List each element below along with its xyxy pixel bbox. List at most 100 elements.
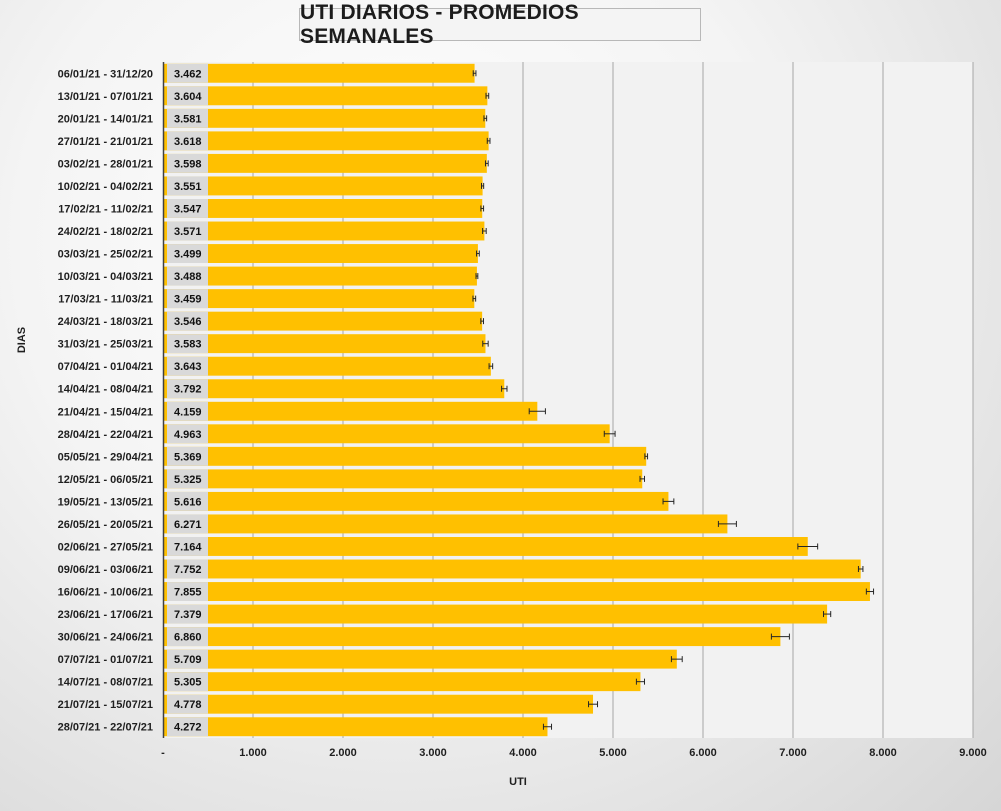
category-label: 10/02/21 - 04/02/21 <box>58 181 153 193</box>
bar <box>163 627 781 647</box>
data-label: 3.546 <box>174 316 202 328</box>
x-tick-label: 3.000 <box>419 747 447 759</box>
data-label-box <box>167 131 208 151</box>
category-label: 09/06/21 - 03/06/21 <box>58 564 153 576</box>
bar <box>163 694 594 714</box>
data-label-box <box>167 672 208 692</box>
bar <box>163 63 475 83</box>
x-tick-label: 4.000 <box>509 747 537 759</box>
data-label: 3.499 <box>174 249 202 261</box>
bar <box>163 424 610 444</box>
data-label: 6.860 <box>174 632 202 644</box>
bar <box>163 582 870 601</box>
data-label: 3.618 <box>174 136 202 148</box>
category-label: 27/01/21 - 21/01/21 <box>58 136 153 148</box>
data-label: 3.643 <box>174 361 202 373</box>
x-tick-label: 6.000 <box>689 747 717 759</box>
data-label-box <box>167 153 208 173</box>
bar <box>163 401 538 421</box>
data-label-box <box>167 694 208 714</box>
data-label: 3.598 <box>174 158 202 170</box>
bar <box>163 446 647 466</box>
x-tick-label: 1.000 <box>239 747 267 759</box>
category-label: 12/05/21 - 06/05/21 <box>58 474 153 486</box>
data-label-box <box>167 627 208 647</box>
data-label-box <box>167 311 208 331</box>
data-label: 3.547 <box>174 203 202 215</box>
data-label: 3.462 <box>174 68 202 80</box>
data-label: 5.616 <box>174 496 202 508</box>
bar <box>163 153 487 173</box>
bar <box>163 311 483 331</box>
category-label: 20/01/21 - 14/01/21 <box>58 113 153 125</box>
category-label: 06/01/21 - 31/12/20 <box>58 68 153 80</box>
category-label: 24/02/21 - 18/02/21 <box>58 226 153 238</box>
data-label: 7.752 <box>174 564 202 576</box>
data-label: 4.963 <box>174 429 202 441</box>
bar <box>163 244 478 263</box>
data-label-box <box>167 108 208 128</box>
category-label: 23/06/21 - 17/06/21 <box>58 609 153 621</box>
data-label-box <box>167 446 208 466</box>
plot-area <box>163 62 973 738</box>
category-label: 28/04/21 - 22/04/21 <box>58 429 153 441</box>
category-label: 07/07/21 - 01/07/21 <box>58 654 153 666</box>
data-label-box <box>167 537 208 556</box>
category-label: 02/06/21 - 27/05/21 <box>58 541 153 553</box>
bar <box>163 672 641 692</box>
category-label: 17/02/21 - 11/02/21 <box>58 203 153 215</box>
data-label-box <box>167 379 208 399</box>
data-label: 5.305 <box>174 677 202 689</box>
data-label: 3.459 <box>174 294 202 306</box>
x-tick-label: 8.000 <box>869 747 897 759</box>
bar <box>163 604 828 624</box>
data-label-box <box>167 63 208 83</box>
data-label-box <box>167 86 208 106</box>
bar <box>163 379 505 399</box>
category-label: 13/01/21 - 07/01/21 <box>58 91 153 103</box>
data-label: 3.571 <box>174 226 202 238</box>
x-tick-label: 9.000 <box>959 747 987 759</box>
category-label: 05/05/21 - 29/04/21 <box>58 451 153 463</box>
data-label: 5.709 <box>174 654 202 666</box>
data-label: 7.164 <box>174 541 202 553</box>
category-label: 24/03/21 - 18/03/21 <box>58 316 153 328</box>
data-label: 3.604 <box>174 91 202 103</box>
category-label: 17/03/21 - 11/03/21 <box>58 294 153 306</box>
data-label: 3.551 <box>174 181 202 193</box>
bar <box>163 266 477 286</box>
x-axis-title: UTI <box>509 776 527 788</box>
y-axis-title: DIAS <box>16 327 28 353</box>
data-label: 3.581 <box>174 113 202 125</box>
bar <box>163 289 475 309</box>
category-label: 16/06/21 - 10/06/21 <box>58 587 153 599</box>
data-label-box <box>167 514 208 534</box>
data-label-box <box>167 717 208 737</box>
category-label: 21/07/21 - 15/07/21 <box>58 699 153 711</box>
bar <box>163 131 489 151</box>
bar <box>163 86 488 106</box>
bar <box>163 491 669 511</box>
bar <box>163 537 808 556</box>
data-label: 4.272 <box>174 722 202 734</box>
bar <box>163 649 677 669</box>
category-label: 10/03/21 - 04/03/21 <box>58 271 153 283</box>
bar <box>163 559 861 579</box>
bar <box>163 221 485 241</box>
data-label-box <box>167 199 208 218</box>
bar <box>163 356 491 376</box>
x-tick-label: 5.000 <box>599 747 627 759</box>
category-label: 07/04/21 - 01/04/21 <box>58 361 153 373</box>
data-label-box <box>167 401 208 421</box>
category-label: 14/04/21 - 08/04/21 <box>58 384 153 396</box>
data-label-box <box>167 266 208 286</box>
data-label-box <box>167 356 208 376</box>
data-label: 6.271 <box>174 519 202 531</box>
data-label: 3.488 <box>174 271 202 283</box>
bar <box>163 717 548 737</box>
category-label: 14/07/21 - 08/07/21 <box>58 677 153 689</box>
data-label-box <box>167 334 208 354</box>
data-label: 7.855 <box>174 587 202 599</box>
